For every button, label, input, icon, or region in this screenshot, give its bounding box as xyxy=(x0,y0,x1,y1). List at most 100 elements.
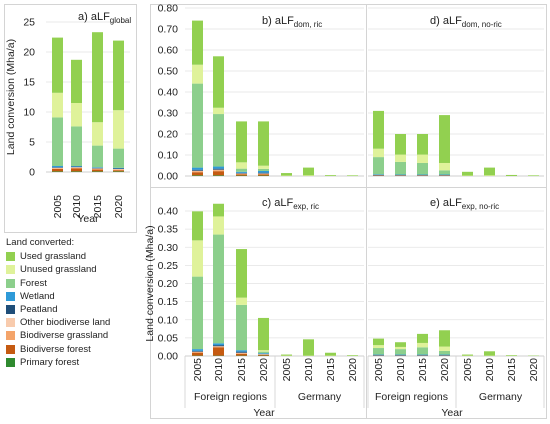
bar-segment-wetland xyxy=(192,167,203,170)
y-tick-label: 0.00 xyxy=(158,171,179,183)
bar-segment-used-grassland xyxy=(462,171,473,176)
legend-item-primary-forest: Primary forest xyxy=(6,356,146,369)
bar-segment-peatland xyxy=(192,169,203,171)
bar-segment-used-grassland xyxy=(325,352,336,356)
bar-segment-wetland xyxy=(373,354,384,356)
x-tick-label: 2015 xyxy=(236,358,248,382)
panel-frame-d xyxy=(366,4,547,188)
x-tick-label: 2015 xyxy=(92,195,104,219)
bar-segment-biodiverse-grassland xyxy=(52,168,63,169)
group-label: Germany xyxy=(298,391,342,403)
bar-segment-unused-grassland xyxy=(439,162,450,171)
bar-segment-used-grassland xyxy=(484,167,495,176)
legend-swatch xyxy=(6,305,15,315)
bar-segment-biodiverse-grassland xyxy=(258,173,269,175)
bar-segment-unused-grassland xyxy=(258,165,269,169)
legend-swatch xyxy=(6,331,15,341)
bar-segment-forest xyxy=(236,168,247,172)
bar-segment-forest xyxy=(395,161,406,175)
legend-swatch xyxy=(6,344,15,354)
bar-segment-peatland xyxy=(113,168,124,169)
bar-segment-used-grassland xyxy=(258,317,269,351)
bar-segment-unused-grassland xyxy=(92,122,103,146)
bar-segment-unused-grassland xyxy=(258,350,269,352)
x-tick-label: 2020 xyxy=(113,195,125,219)
bar-segment-forest xyxy=(439,170,450,175)
bar-segment-used-grassland xyxy=(281,354,292,356)
bar-segment-peatland xyxy=(71,166,82,168)
panel-title: c) aLFexp, ric xyxy=(262,197,319,211)
bar-segment-biodiverse-grassland xyxy=(213,346,224,348)
y-tick-label: 0.80 xyxy=(158,3,179,15)
x-tick-label: 2010 xyxy=(213,358,225,382)
bar-segment-unused-grassland xyxy=(71,103,82,127)
bar-segment-unused-grassland xyxy=(484,175,495,176)
y-tick-label: 0.20 xyxy=(158,129,179,141)
legend-swatch xyxy=(6,278,15,288)
bar-segment-wetland xyxy=(439,354,450,356)
panel-frame-e xyxy=(366,187,547,419)
bar-segment-biodiverse-grassland xyxy=(192,352,203,353)
x-tick-label: 2005 xyxy=(462,358,474,382)
legend-item-peatland: Peatland xyxy=(6,303,146,316)
legend-swatch xyxy=(6,252,15,262)
bar-segment-forest xyxy=(192,276,203,350)
bar-segment-wetland xyxy=(192,349,203,351)
bar-segment-used-grassland xyxy=(528,175,539,176)
x-tick-label: 2015 xyxy=(417,358,429,382)
bar-segment-used-grassland xyxy=(213,203,224,217)
x-tick-label: 2015 xyxy=(325,358,337,382)
bar-segment-forest xyxy=(417,347,428,355)
y-tick-label: 0.35 xyxy=(158,224,179,236)
bar-segment-forest xyxy=(213,234,224,344)
bar-segment-used-grassland xyxy=(213,56,224,108)
y-tick-label: 5 xyxy=(29,137,35,149)
bar-segment-used-grassland xyxy=(417,134,428,155)
bar-segment-biodiverse-forest xyxy=(92,169,103,172)
bar-segment-biodiverse-grassland xyxy=(192,171,203,173)
y-tick-label: 0.70 xyxy=(158,24,179,36)
bar-segment-biodiverse-forest xyxy=(236,174,247,176)
bar-segment-forest xyxy=(52,117,63,166)
bar-segment-forest xyxy=(192,83,203,168)
x-axis-label: Year xyxy=(441,407,463,419)
legend-label: Wetland xyxy=(20,290,55,302)
legend-item-unused-grassland: Unused grassland xyxy=(6,263,146,276)
x-tick-label: 2020 xyxy=(347,358,359,382)
y-tick-label: 0.05 xyxy=(158,332,179,344)
bar-segment-forest xyxy=(71,126,82,166)
x-tick-label: 2015 xyxy=(506,358,518,382)
legend-swatch xyxy=(6,318,15,328)
bar-segment-used-grassland xyxy=(506,355,517,356)
panel-title: b) aLFdom, ric xyxy=(262,15,322,29)
x-tick-label: 2005 xyxy=(281,358,293,382)
bar-segment-unused-grassland xyxy=(395,346,406,350)
y-tick-label: 20 xyxy=(23,47,35,59)
bar-segment-used-grassland xyxy=(373,110,384,149)
x-tick-label: 2010 xyxy=(484,358,496,382)
bar-segment-wetland xyxy=(395,354,406,356)
y-tick-label: 0.15 xyxy=(158,296,179,308)
legend-item-used-grassland: Used grassland xyxy=(6,250,146,263)
legend-label: Other biodiverse land xyxy=(20,317,111,329)
bar-segment-used-grassland xyxy=(506,174,517,176)
bar-segment-biodiverse-forest xyxy=(213,171,224,176)
bar-segment-unused-grassland xyxy=(303,175,314,176)
x-axis-label: Year xyxy=(253,407,275,419)
bar-segment-used-grassland xyxy=(258,121,269,166)
panel-title: e) aLFexp, no-ric xyxy=(430,197,499,211)
bar-segment-other-biodiverse-land xyxy=(92,168,103,169)
bar-segment-peatland xyxy=(236,172,247,174)
bar-segment-biodiverse-forest xyxy=(192,352,203,356)
legend-label: Biodiverse grassland xyxy=(20,330,109,342)
legend-swatch xyxy=(6,357,15,367)
bar-segment-peatland xyxy=(213,345,224,347)
bar-segment-wetland xyxy=(395,174,406,176)
x-tick-label: 2005 xyxy=(192,358,204,382)
legend-item-biodiverse-grassland: Biodiverse grassland xyxy=(6,329,146,342)
x-tick-label: 2005 xyxy=(52,195,64,219)
bar-segment-unused-grassland xyxy=(113,110,124,149)
legend-label: Biodiverse forest xyxy=(20,343,91,355)
bar-segment-biodiverse-forest xyxy=(213,347,224,356)
